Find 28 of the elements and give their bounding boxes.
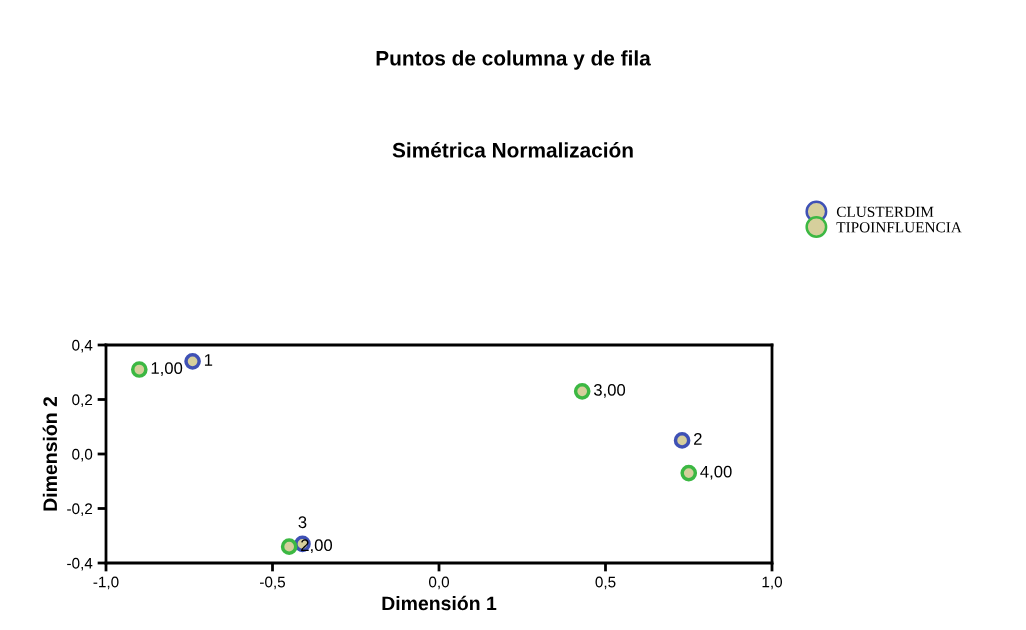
point: [673, 432, 691, 449]
x-tick-label: 1,0: [762, 576, 783, 590]
x-tick-label: 0,0: [428, 576, 450, 590]
annotation: 1,00: [151, 362, 183, 376]
point: [680, 464, 698, 482]
annotation: 2: [694, 433, 702, 445]
y-tick-label: -0,2: [67, 503, 93, 516]
y-axis-title: Dimensión 2: [42, 396, 58, 511]
point: [184, 353, 201, 370]
legend-label: CLUSTERDIM: [836, 206, 934, 217]
x-tick-label: -1,0: [93, 576, 119, 590]
chart-subtitle: Simétrica Normalización: [392, 142, 633, 158]
annotation: 3,00: [593, 384, 626, 398]
x-tick-label: -0,5: [260, 576, 286, 590]
chart-title: Puntos de columna y de fila: [376, 50, 651, 70]
point: [130, 361, 148, 378]
y-tick-label: 0,0: [72, 448, 93, 462]
annotation: 1: [204, 354, 213, 366]
y-tick-label: 0,2: [72, 394, 93, 407]
annotation: 4,00: [700, 465, 732, 480]
y-tick-label: 0,4: [72, 339, 93, 353]
x-tick-label: 0,5: [595, 576, 616, 590]
annotation: 3: [298, 516, 307, 529]
legend-label: TIPOINFLUENCIA: [836, 222, 962, 233]
point: [573, 383, 591, 400]
point: [280, 538, 298, 555]
x-axis-title: Dimensión 1: [382, 595, 497, 611]
y-tick-label: -0,4: [67, 557, 93, 571]
